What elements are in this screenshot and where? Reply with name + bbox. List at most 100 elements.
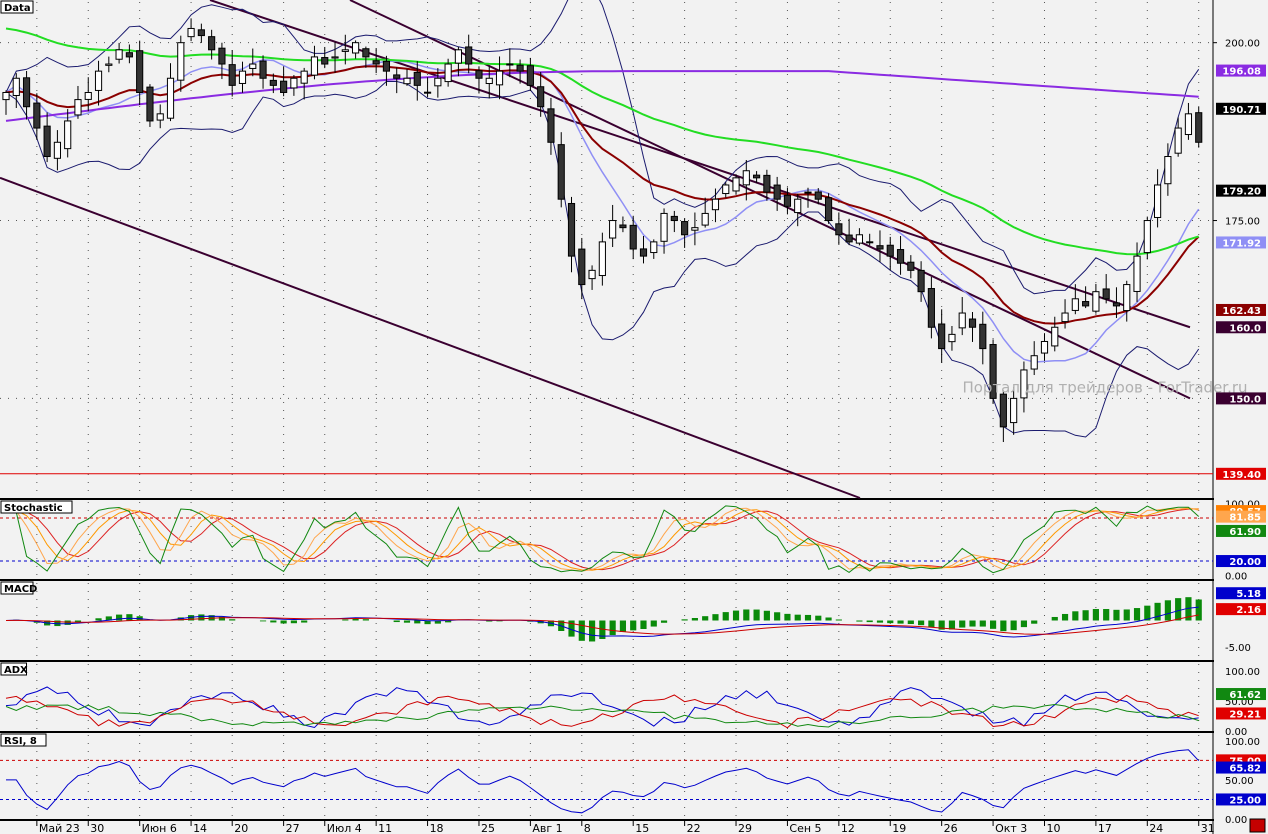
candle [125,52,133,58]
candle [105,63,113,66]
macd-histogram-bar [660,620,668,623]
candle [711,198,720,211]
macd-histogram-bar [496,620,503,622]
value-tag [1216,707,1266,720]
macd-tick-label: -5.00 [1225,643,1251,654]
macd-histogram-bar [393,620,400,623]
candle [948,333,956,343]
candle [886,244,894,257]
value-tag [1216,467,1266,480]
candle [567,202,576,257]
macd-histogram-bar [1103,609,1110,621]
candle [1040,340,1049,354]
candle [835,223,843,236]
candle [290,77,298,89]
time-tick-label: 27 [286,822,300,834]
macd-histogram-bar [1020,620,1028,628]
macd-histogram-bar [938,620,945,630]
rsi-tick-label: 0.00 [1225,815,1247,826]
candle [372,60,380,65]
candle [1051,326,1059,347]
candle [639,248,648,257]
macd-histogram-bar [753,609,760,621]
candle [238,70,247,84]
value-tag-label: 162.43 [1222,306,1261,317]
macd-histogram-bar [630,620,637,631]
candle [146,86,154,122]
macd-histogram-bar [424,620,431,625]
candle [958,312,966,329]
time-tick-label: 11 [378,822,392,834]
macd-histogram-bar [918,620,925,626]
candle [557,144,565,200]
macd-histogram-bar [352,618,359,621]
trend-channel-upper [209,0,1191,329]
candle [927,288,935,328]
candle [907,261,915,271]
stoch-signal [5,507,1199,571]
time-tick-label: 19 [892,822,906,834]
candle [74,99,82,116]
macd-histogram-bar [116,614,123,621]
stoch-slow [5,508,1199,571]
macd-histogram-bar [959,620,966,628]
candle [115,49,123,60]
macd-histogram-bar [1031,620,1038,624]
candle [742,170,750,186]
candle [681,221,689,236]
candle [701,212,709,226]
candle [331,56,339,59]
value-tag [1216,524,1266,537]
macd-histogram-bar [1175,598,1182,621]
candle [269,79,277,86]
candle [794,198,802,214]
pane-label-box [0,662,27,676]
ema-60 [5,27,1199,256]
macd-histogram-bar [804,614,812,621]
candle [650,241,658,254]
candle [413,71,421,86]
macd-histogram-bar [794,614,801,621]
macd-histogram-bar [1000,620,1007,632]
candle [1174,127,1182,154]
macd-histogram-bar [969,620,976,627]
value-tag [1216,603,1266,616]
time-tick-label: Авг 1 [532,822,562,834]
candle [475,70,483,79]
macd-histogram-bar [270,620,277,623]
candle [228,64,236,86]
macd-histogram-bar [815,615,822,621]
time-tick-label: 18 [430,822,444,834]
time-tick-label: 31 [1201,822,1215,834]
macd-histogram-bar [784,613,791,621]
macd-histogram-bar [445,620,452,623]
macd-histogram-bar [650,620,657,627]
macd-histogram-bar [105,616,112,621]
macd-histogram-bar [578,620,585,641]
adx-line [5,686,1199,729]
value-tag-label: 139.40 [1222,470,1261,481]
macd-histogram-bar [907,620,914,625]
macd-histogram-bar [259,620,267,622]
candle [629,224,637,250]
candle [84,91,92,100]
time-tick-label: 20 [234,822,248,834]
macd-histogram-bar [588,620,596,642]
value-tag-label: 5.18 [1236,589,1261,600]
candle [208,36,216,51]
value-tag-label: 179.20 [1222,187,1261,198]
candle [989,344,997,399]
candle [917,269,925,293]
macd-histogram-bar [1072,611,1079,621]
pane-label-box [0,500,73,514]
value-tag-label: 81.85 [1229,513,1261,524]
macd-histogram-bar [434,620,441,624]
rsi-tick-label: 50.00 [1225,776,1254,787]
time-tick-label: Май 23 [39,822,80,834]
candle [259,60,267,79]
pane-label-box [0,581,34,595]
macd-line [5,606,1199,638]
candle [423,91,432,94]
pane-label-box [0,733,47,747]
